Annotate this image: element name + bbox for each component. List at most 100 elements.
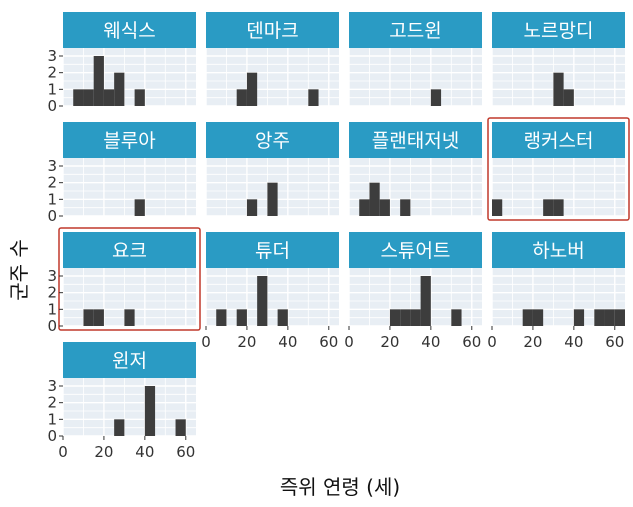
histogram-bar xyxy=(614,309,625,326)
histogram-bar xyxy=(134,89,145,106)
facet-strip xyxy=(63,122,196,158)
histogram-bar xyxy=(93,309,104,326)
histogram-bar xyxy=(73,89,84,106)
histogram-bar xyxy=(594,309,605,326)
histogram-bar xyxy=(308,89,319,106)
facet-panel: 플랜태저넷 xyxy=(348,122,482,217)
histogram-bar xyxy=(114,419,125,436)
x-tick-label: 40 xyxy=(135,443,154,461)
facet-panel: 덴마크 xyxy=(205,12,339,107)
x-tick-label: 0 xyxy=(58,443,68,461)
facet-strip-label: 윈저 xyxy=(112,350,147,372)
x-tick-label: 40 xyxy=(278,333,297,351)
histogram-bar xyxy=(604,309,615,326)
y-tick-label: 2 xyxy=(47,284,57,302)
histogram-bar xyxy=(492,199,503,216)
facet-panel: 하노버 0 20 40 60 xyxy=(487,232,625,351)
y-tick-label: 3 xyxy=(47,267,57,285)
histogram-bar xyxy=(553,199,564,216)
x-axis-title: 즉위 연령 (세) xyxy=(280,475,400,499)
facet-strip-label: 스튜어트 xyxy=(381,240,451,262)
y-tick-label: 2 xyxy=(47,64,57,82)
facet-panel: 스튜어트 0 20 40 60 xyxy=(344,232,482,351)
histogram-bar xyxy=(144,386,156,436)
histogram-bar xyxy=(359,199,370,216)
facet-strip-label: 랭커스터 xyxy=(524,130,594,152)
x-tick-label: 60 xyxy=(319,333,338,351)
panel-background xyxy=(63,378,196,436)
facet-strip-label: 플랜태저넷 xyxy=(372,130,459,152)
facet-strip-label: 튜더 xyxy=(255,240,290,262)
highlight-border xyxy=(487,117,630,221)
histogram-bar xyxy=(134,199,145,216)
x-tick-label: 0 xyxy=(201,333,211,351)
histogram-bar xyxy=(83,309,94,326)
histogram-bar xyxy=(400,309,411,326)
histogram-bar xyxy=(563,89,574,106)
x-tick-label: 60 xyxy=(462,333,481,351)
facet-strip-label: 웨식스 xyxy=(103,20,155,42)
y-axis-title: 군주 수 xyxy=(7,239,31,301)
facet-panel: 랭커스터 xyxy=(487,117,630,221)
facet-strip-label: 블루아 xyxy=(103,130,155,152)
panel-background xyxy=(349,48,482,106)
y-tick-label: 0 xyxy=(47,317,57,335)
y-tick-label: 1 xyxy=(47,190,57,208)
histogram-bar xyxy=(543,199,554,216)
histogram-bar xyxy=(236,89,247,106)
histogram-bar xyxy=(573,309,585,326)
histogram-bar xyxy=(277,309,288,326)
histogram-bar xyxy=(236,309,247,326)
y-tick-label: 0 xyxy=(47,427,57,445)
panel-background xyxy=(206,268,339,326)
histogram-bar xyxy=(267,182,278,216)
facet-strip xyxy=(349,122,482,158)
y-tick-label: 1 xyxy=(47,80,57,98)
histogram-bar xyxy=(114,72,125,106)
histogram-bar xyxy=(257,276,268,326)
facet-strip xyxy=(492,122,625,158)
facet-strip xyxy=(492,232,625,268)
x-tick-label: 40 xyxy=(564,333,583,351)
x-tick-label: 20 xyxy=(94,443,113,461)
x-tick-label: 60 xyxy=(605,333,624,351)
histogram-bar xyxy=(553,72,564,106)
facet-panel: 튜더 0 20 40 60 xyxy=(201,232,339,351)
facet-strip xyxy=(63,232,196,268)
histogram-bar xyxy=(369,182,380,216)
facet-strip-label: 고드윈 xyxy=(389,20,441,42)
facet-strip-label: 덴마크 xyxy=(246,20,298,42)
facet-strip xyxy=(349,232,482,268)
facet-strip-label: 앙주 xyxy=(255,130,290,152)
y-tick-label: 1 xyxy=(47,410,57,428)
histogram-bar xyxy=(103,89,115,106)
x-tick-label: 20 xyxy=(380,333,399,351)
x-tick-label: 0 xyxy=(487,333,497,351)
y-tick-label: 3 xyxy=(47,47,57,65)
histogram-bar xyxy=(379,199,390,216)
histogram-bar xyxy=(93,56,104,106)
facet-strip xyxy=(492,12,625,48)
histogram-bar xyxy=(430,89,442,106)
facet-strip xyxy=(349,12,482,48)
y-tick-label: 2 xyxy=(47,394,57,412)
histogram-bar xyxy=(175,419,186,436)
histogram-bar xyxy=(410,309,421,326)
histogram-bar xyxy=(246,72,258,106)
facet-strip xyxy=(206,232,339,268)
facet-strip xyxy=(63,12,196,48)
facet-panel: 앙주 xyxy=(205,122,339,217)
y-tick-label: 0 xyxy=(47,97,57,115)
histogram-bar xyxy=(83,89,94,106)
facet-strip-label: 요크 xyxy=(112,240,147,262)
facet-strip-label: 노르망디 xyxy=(524,20,594,42)
facet-strip xyxy=(63,342,196,378)
facet-strip xyxy=(206,12,339,48)
histogram-bar xyxy=(124,309,135,326)
x-tick-label: 20 xyxy=(237,333,256,351)
highlight-border xyxy=(58,227,201,331)
